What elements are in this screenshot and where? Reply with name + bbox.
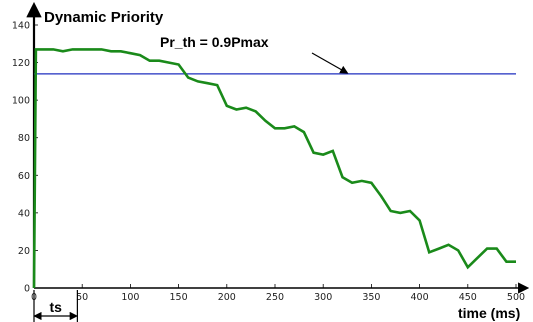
threshold-pointer-arrow — [311, 52, 349, 74]
x-tick-label: 350 — [362, 292, 380, 303]
ts-label: ts — [49, 299, 62, 315]
chart-title: Dynamic Priority — [44, 9, 164, 26]
priority-series-line — [32, 48, 516, 289]
x-tick-label: 50 — [76, 292, 88, 303]
y-tick-label: 0 — [24, 284, 30, 295]
y-tick-label: 60 — [18, 171, 30, 182]
x-tick-label: 100 — [121, 292, 139, 303]
x-tick-label: 200 — [218, 292, 236, 303]
y-tick-label: 80 — [18, 133, 30, 144]
x-tick-label: 250 — [266, 292, 284, 303]
x-tick-label: 400 — [411, 292, 429, 303]
y-tick-label: 40 — [18, 208, 30, 219]
y-tick-label: 100 — [12, 96, 30, 107]
x-tick-label: 450 — [459, 292, 477, 303]
threshold-label: Pr_th = 0.9Pmax — [160, 34, 269, 50]
x-axis-label: time (ms) — [458, 305, 520, 321]
ts-annotation: ts — [33, 290, 79, 322]
y-axis-ticks: 0 20 40 60 80 100 120 140 — [12, 21, 38, 295]
x-tick-label: 150 — [170, 292, 188, 303]
x-tick-label: 500 — [507, 292, 525, 303]
y-tick-label: 20 — [18, 246, 30, 257]
y-tick-label: 120 — [12, 58, 30, 69]
x-tick-label: 300 — [314, 292, 332, 303]
y-tick-label: 140 — [12, 21, 30, 32]
